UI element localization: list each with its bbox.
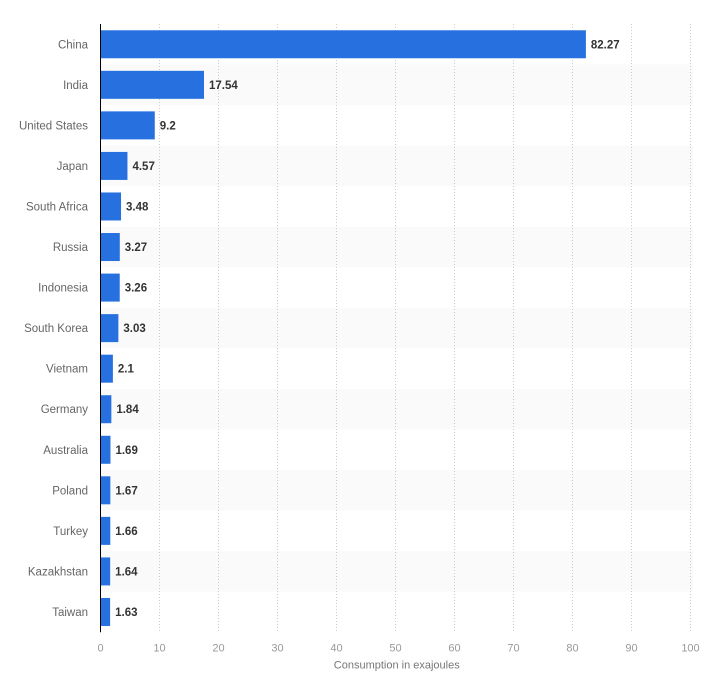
bar — [100, 70, 204, 99]
category-label: Kazakhstan — [28, 566, 88, 578]
x-tick-label: 90 — [625, 642, 637, 654]
category-label: Vietnam — [46, 364, 88, 376]
x-tick-label: 30 — [271, 642, 283, 654]
data-label: 1.67 — [115, 485, 137, 497]
category-label: Russia — [53, 242, 89, 254]
data-label: 1.63 — [115, 607, 137, 619]
row-stripe — [100, 226, 693, 268]
x-tick-label: 0 — [97, 642, 103, 654]
data-label: 1.84 — [116, 404, 139, 416]
bar — [100, 233, 120, 262]
bar — [100, 516, 111, 545]
category-label: Turkey — [53, 526, 88, 538]
bar — [100, 30, 586, 59]
bar — [100, 435, 111, 464]
category-label: Indonesia — [38, 283, 88, 295]
data-label: 2.1 — [118, 364, 135, 376]
data-label: 1.69 — [115, 445, 137, 457]
row-stripe — [100, 470, 693, 511]
category-label: South Korea — [24, 323, 89, 335]
data-label: 17.54 — [209, 80, 238, 92]
category-label: India — [63, 80, 89, 92]
category-label: Taiwan — [52, 607, 88, 619]
row-stripe — [100, 145, 693, 187]
bar — [100, 476, 111, 505]
x-tick-label: 80 — [566, 642, 578, 654]
bar — [100, 395, 112, 424]
data-label: 3.48 — [126, 201, 149, 213]
category-label: Australia — [43, 445, 88, 457]
data-label: 1.66 — [115, 526, 137, 538]
category-label: South Africa — [26, 201, 89, 213]
data-label: 3.03 — [123, 323, 145, 335]
bar — [100, 273, 120, 302]
x-tick-label: 50 — [389, 642, 401, 654]
data-label: 4.57 — [132, 161, 154, 173]
x-tick-label: 60 — [448, 642, 460, 654]
x-tick-label: 40 — [330, 642, 342, 654]
bar — [100, 314, 119, 343]
row-stripe — [100, 551, 693, 592]
data-label: 1.64 — [115, 566, 138, 578]
category-label: China — [58, 39, 89, 51]
category-label: Germany — [41, 404, 89, 416]
x-tick-label: 70 — [507, 642, 519, 654]
data-label: 3.26 — [125, 283, 147, 295]
x-tick-label: 100 — [681, 642, 699, 654]
category-label: Japan — [57, 161, 88, 173]
bar — [100, 597, 111, 626]
x-tick-label: 10 — [153, 642, 165, 654]
category-label: Poland — [52, 485, 88, 497]
bar — [100, 557, 111, 586]
x-axis-title: Consumption in exajoules — [334, 659, 460, 671]
row-stripe — [100, 307, 693, 349]
bar — [100, 111, 155, 140]
data-label: 82.27 — [591, 39, 620, 51]
x-tick-label: 20 — [212, 642, 224, 654]
category-label: United States — [19, 120, 88, 132]
data-label: 9.2 — [160, 120, 176, 132]
bar — [100, 354, 113, 383]
bar — [100, 151, 128, 180]
bar — [100, 192, 122, 221]
data-label: 3.27 — [125, 242, 147, 254]
row-stripe — [100, 388, 693, 430]
